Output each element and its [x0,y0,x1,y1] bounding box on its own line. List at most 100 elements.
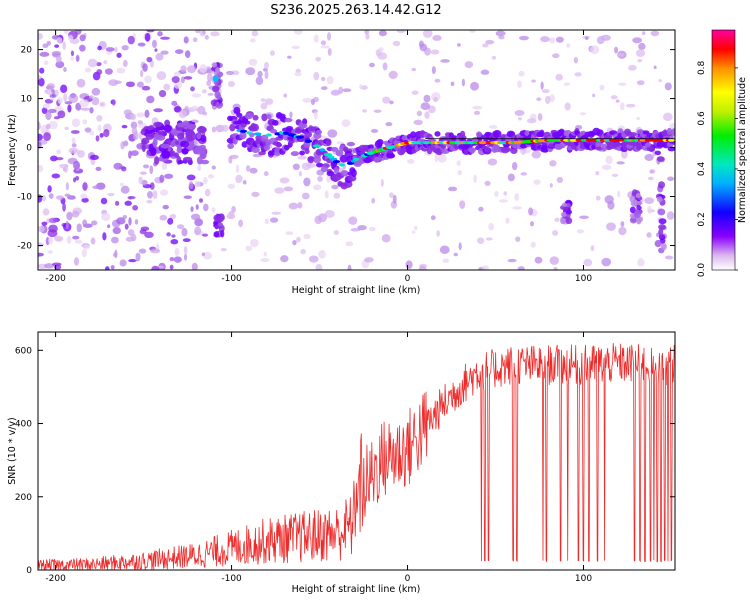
spectrogram-cell [315,264,323,270]
spectrogram-cell [235,174,243,184]
spectrogram-cell [170,140,175,148]
spectrogram-cell [263,171,269,177]
spectrogram-cell [573,56,579,64]
spectrogram-cell [333,166,340,174]
spectrogram-cell [121,44,129,51]
spectrogram-cell [303,177,311,187]
spectrogram-cell [137,81,144,88]
spectrogram-cell [54,157,64,161]
spectrogram-cell [190,206,194,212]
spectrogram-cell [184,50,191,59]
spectrogram-cell [491,55,497,60]
spectrogram-ridge-cell [478,141,488,145]
spectrogram-ridge-cell [282,131,289,135]
spectrogram-cell [481,265,489,270]
spectrogram-cell [82,219,88,227]
spectrogram-cell [245,67,256,76]
spectrogram-cell [350,227,361,232]
spectrogram-cell [144,231,154,239]
spectrogram-cell [96,69,103,75]
spectrogram-cell [605,155,613,165]
spectrogram-cell [235,164,240,173]
spectrogram-cell [306,163,316,168]
spectrogram-cell [669,122,675,130]
spectrogram-cell [338,86,344,95]
spectrogram-cell [150,147,157,156]
spectrogram-cell [146,56,153,63]
spectrogram-cell [387,149,394,154]
spectrogram-cell [159,214,168,221]
spectrogram-cell [99,102,105,106]
spectrogram-cell [142,164,150,169]
spectrogram-cell [198,148,207,153]
spectrogram-cell [420,102,431,111]
spectrogram-cell [635,49,646,58]
spectrogram-cell [333,230,339,235]
spectrogram-cell [119,182,124,187]
spectrogram-cell [198,198,204,203]
spectrogram-cell [601,143,608,152]
y-tick-label: 600 [15,346,32,356]
spectrogram-cell [647,176,654,181]
spectrogram-cell [212,85,220,93]
spectrogram-cell [152,138,158,147]
spectrogram-cell [296,236,301,243]
spectrogram-cell [135,252,141,262]
spectrogram-cell [216,94,222,100]
spectrogram-cell [641,31,646,36]
spectrogram-cell [207,92,214,96]
spectrogram-cell [245,245,253,252]
spectrogram-cell [162,204,169,210]
spectrogram-cell [272,120,279,126]
spectrogram-cell [140,226,150,231]
spectrogram-cell [184,105,189,111]
spectrogram-cell [49,155,58,162]
spectrogram-cell [436,230,440,237]
spectrogram-cell [520,172,528,176]
spectrogram-cell [128,217,132,226]
spectrogram-cell [316,162,324,168]
spectrogram-cell [229,154,239,159]
spectrogram-cell [171,76,180,84]
spectrogram-cell [654,239,662,248]
spectrogram-cell [71,118,81,128]
spectrogram-cell [138,176,143,185]
spectrogram-cell [498,199,509,203]
spectrogram-cell [101,212,111,221]
spectrogram-cell [158,265,164,269]
spectrogram-cell [47,185,52,193]
spectrogram-cell [160,36,170,40]
spectrogram-cell [144,75,152,84]
spectrogram-cell [186,65,197,74]
spectrogram-cell [295,68,301,73]
spectrogram-cell [347,264,352,270]
spectrogram-cell [385,122,393,127]
spectrogram-cell [42,103,51,109]
spectrogram-cell [158,89,167,98]
spectrogram-cell [294,72,302,77]
spectrogram-cell [127,35,135,45]
spectrogram-cell [225,70,235,76]
spectrogram-cell [96,114,103,122]
spectrogram-cell [320,86,328,91]
spectrogram-cell [484,180,491,186]
spectrogram-cell [122,59,128,68]
spectrogram-cell [163,83,171,91]
spectrogram-cell [146,200,153,204]
spectrogram-cell [130,113,137,121]
spectrogram-frame [37,29,676,271]
spectrogram-cell [149,182,155,190]
spectrogram-cell [104,266,110,270]
spectrogram-cell [83,244,90,250]
spectrogram-cell [313,71,320,81]
spectrogram-cell [283,186,294,192]
spectrogram-cell [81,248,87,258]
spectrogram-cell [127,195,136,200]
y-tick-label: 200 [15,493,32,503]
spectrogram-cell [618,226,627,236]
spectrogram-cell [155,52,164,61]
spectrogram-cell [197,165,202,171]
spectrogram-cell [53,116,60,120]
spectrogram-cell [248,58,258,66]
spectrogram-cell [124,223,129,230]
